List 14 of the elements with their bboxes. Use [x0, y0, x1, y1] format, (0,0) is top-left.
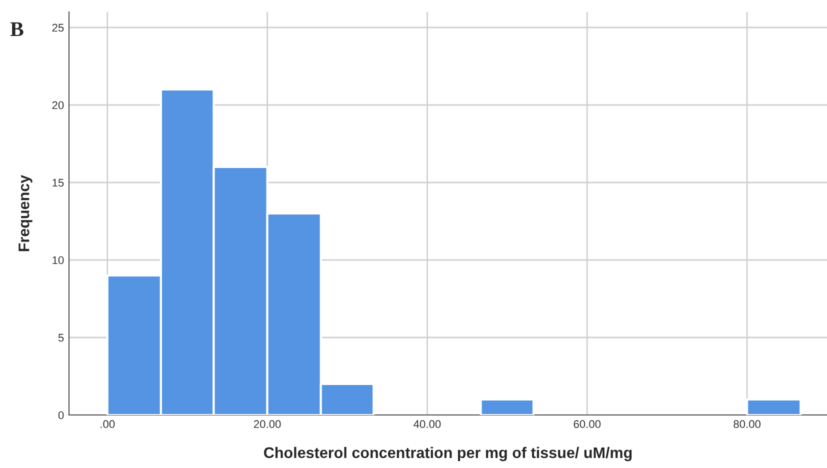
- y-axis-title: Frequency: [18, 174, 32, 252]
- x-tick-label: 40.00: [414, 420, 441, 428]
- x-tick-label: .00: [100, 420, 115, 428]
- x-tick-label: 20.00: [254, 420, 281, 428]
- y-tick-label: 25: [52, 24, 64, 32]
- y-tick-label: 0: [58, 411, 64, 420]
- x-axis-title: Cholesterol concentration per mg of tissue/ uM/mg: [264, 446, 632, 462]
- y-tick-label: 20: [52, 101, 64, 110]
- text: B: [10, 22, 24, 36]
- y-tick-label: 10: [52, 256, 64, 264]
- x-tick-label: 60.00: [574, 420, 601, 428]
- x-tick-label: 80.00: [734, 420, 761, 428]
- y-tick-label: 5: [58, 334, 64, 342]
- y-tick-label: 15: [52, 178, 64, 187]
